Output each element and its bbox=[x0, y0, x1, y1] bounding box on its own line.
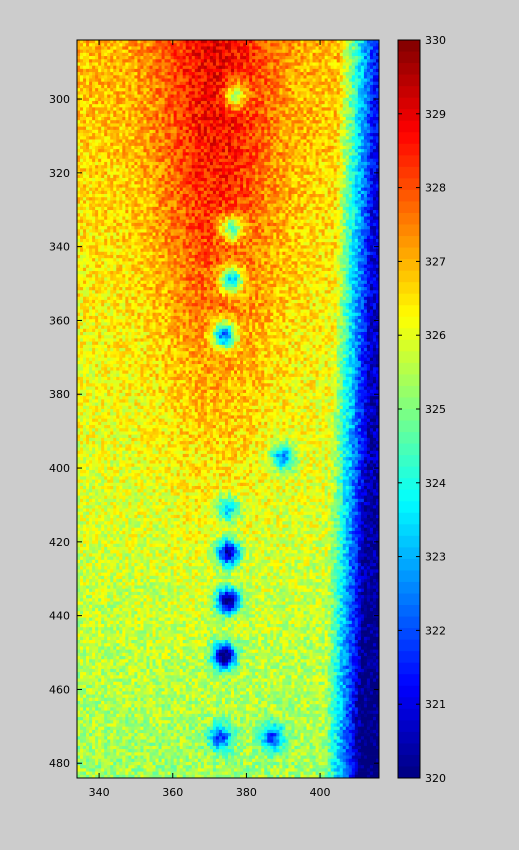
colorbar-segment bbox=[398, 547, 420, 560]
colorbar-segment bbox=[398, 236, 420, 248]
colorbar-segment bbox=[398, 40, 420, 52]
x-tick-label: 380 bbox=[236, 786, 257, 799]
y-tick-label: 480 bbox=[49, 757, 70, 770]
y-tick-label: 440 bbox=[49, 610, 70, 623]
colorbar-segment bbox=[398, 362, 420, 375]
colorbar-segment bbox=[398, 535, 420, 548]
colorbar-segment bbox=[398, 143, 420, 156]
colorbar-segment bbox=[398, 247, 420, 260]
colorbar-segment bbox=[398, 489, 420, 502]
y-tick-label: 360 bbox=[49, 314, 70, 327]
colorbar: 320 321 322 323 324 325 326 327 328 329 330 bbox=[397, 34, 446, 785]
colorbar-segment bbox=[398, 570, 420, 583]
colorbar-segment bbox=[398, 743, 420, 756]
heatmap-cells bbox=[77, 40, 380, 779]
colorbar-segment bbox=[398, 155, 420, 168]
colorbar-segment bbox=[398, 697, 420, 710]
colorbar-tick-label: 323 bbox=[425, 551, 446, 564]
colorbar-segment bbox=[398, 120, 420, 133]
colorbar-segment bbox=[398, 282, 420, 295]
colorbar-tick-label: 330 bbox=[425, 34, 446, 47]
x-axis: 340 360 380 400 bbox=[89, 40, 331, 799]
colorbar-tick-label: 326 bbox=[425, 329, 446, 342]
colorbar-segment bbox=[398, 558, 420, 571]
x-tick-label: 360 bbox=[162, 786, 183, 799]
colorbar-segment bbox=[398, 189, 420, 202]
x-tick-label: 400 bbox=[310, 786, 331, 799]
colorbar-segment bbox=[398, 432, 420, 444]
colorbar-segment bbox=[398, 339, 420, 352]
colorbar-segment bbox=[398, 593, 420, 606]
colorbar-segment bbox=[398, 385, 420, 398]
colorbar-segment bbox=[398, 293, 420, 306]
colorbar-segment bbox=[398, 212, 420, 225]
colorbar-segment bbox=[398, 628, 420, 641]
colorbar-segment bbox=[398, 328, 420, 341]
colorbar-segment bbox=[398, 74, 420, 87]
y-tick-label: 400 bbox=[49, 462, 70, 475]
colorbar-segment bbox=[398, 201, 420, 214]
colorbar-segment bbox=[398, 662, 420, 675]
colorbar-segment bbox=[398, 512, 420, 525]
colorbar-segment bbox=[398, 305, 420, 318]
colorbar-segment bbox=[398, 224, 420, 237]
plot-frame bbox=[76, 39, 380, 779]
colorbar-segment bbox=[398, 524, 420, 537]
colorbar-segment bbox=[398, 685, 420, 698]
colorbar-tick-label: 327 bbox=[425, 255, 446, 268]
colorbar-segment bbox=[398, 397, 420, 410]
colorbar-tick-label: 324 bbox=[425, 477, 446, 490]
colorbar-tick-label: 322 bbox=[425, 624, 446, 637]
colorbar-segment bbox=[398, 766, 420, 779]
y-tick-label: 420 bbox=[49, 536, 70, 549]
colorbar-segment bbox=[398, 581, 420, 594]
y-axis: 300 320 340 360 380 400 420 440 460 480 bbox=[49, 93, 379, 770]
colorbar-segment bbox=[398, 259, 420, 272]
colorbar-segment bbox=[398, 674, 420, 687]
colorbar-segment bbox=[398, 708, 420, 721]
y-tick-label: 320 bbox=[49, 167, 70, 180]
colorbar-segment bbox=[398, 639, 420, 652]
colorbar-segment bbox=[398, 501, 420, 514]
colorbar-segment bbox=[398, 316, 420, 329]
colorbar-segment bbox=[398, 166, 420, 179]
colorbar-segment bbox=[398, 731, 420, 744]
colorbar-segment bbox=[398, 605, 420, 617]
colorbar-segment bbox=[398, 455, 420, 468]
y-tick-label: 340 bbox=[49, 241, 70, 254]
colorbar-segment bbox=[398, 374, 420, 387]
colorbar-segment bbox=[398, 616, 420, 629]
x-tick-label: 340 bbox=[89, 786, 110, 799]
colorbar-segment bbox=[398, 443, 420, 456]
colorbar-segment bbox=[398, 409, 420, 421]
colorbar-segment bbox=[398, 178, 420, 191]
colorbar-segment bbox=[398, 86, 420, 99]
colorbar-tick-label: 321 bbox=[425, 698, 446, 711]
colorbar-tick-label: 320 bbox=[425, 772, 446, 785]
y-tick-label: 380 bbox=[49, 388, 70, 401]
colorbar-segment bbox=[398, 351, 420, 364]
y-tick-label: 300 bbox=[49, 93, 70, 106]
colorbar-segment bbox=[398, 651, 420, 664]
colorbar-segment bbox=[398, 51, 420, 64]
colorbar-segment bbox=[398, 478, 420, 491]
colorbar-segment bbox=[398, 466, 420, 479]
colorbar-segment bbox=[398, 97, 420, 110]
colorbar-tick-label: 328 bbox=[425, 182, 446, 195]
colorbar-tick-label: 325 bbox=[425, 403, 446, 416]
y-tick-label: 460 bbox=[49, 683, 70, 696]
colorbar-segment bbox=[398, 270, 420, 283]
colorbar-segment bbox=[398, 132, 420, 145]
colorbar-segment bbox=[398, 63, 420, 75]
colorbar-segment bbox=[398, 109, 420, 122]
colorbar-segment bbox=[398, 420, 420, 433]
colorbar-segment bbox=[398, 720, 420, 733]
colorbar-segment bbox=[398, 754, 420, 767]
colorbar-tick-label: 329 bbox=[425, 108, 446, 121]
